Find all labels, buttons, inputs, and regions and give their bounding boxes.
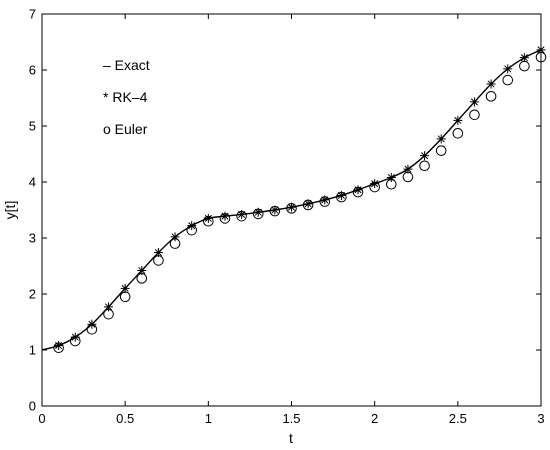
data-point-rk-4 — [270, 205, 280, 215]
data-point-rk-4 — [320, 195, 330, 205]
data-point-euler — [502, 74, 514, 86]
legend-entry: o Euler — [103, 121, 148, 137]
data-point-rk-4 — [120, 283, 130, 293]
data-point-rk-4 — [536, 45, 546, 55]
data-point-euler — [386, 178, 397, 190]
data-point-euler — [203, 215, 214, 227]
data-point-rk-4 — [137, 265, 147, 275]
data-point-euler — [352, 186, 364, 198]
x-axis: 0 0.5 1 1.5 2 2.5 3 — [38, 14, 545, 426]
x-tick-label: 2 — [371, 411, 378, 426]
data-point-euler — [469, 109, 480, 121]
data-point-euler — [186, 224, 197, 236]
data-point-euler — [119, 291, 131, 303]
x-axis-label: t — [289, 430, 293, 446]
data-point-rk-4 — [353, 185, 363, 195]
data-point-euler — [252, 208, 264, 220]
x-tick-label: 0.5 — [116, 411, 134, 426]
data-point-euler — [286, 203, 297, 214]
data-point-euler — [485, 91, 497, 102]
y-tick-label: 0 — [29, 399, 36, 414]
legend-entry: – Exact — [103, 57, 150, 73]
data-point-euler — [535, 51, 547, 63]
data-point-rk-4 — [253, 207, 263, 217]
data-point-rk-4 — [519, 53, 529, 63]
data-point-euler — [169, 238, 181, 249]
data-point-rk-4 — [104, 302, 114, 312]
series-layer — [41, 45, 547, 354]
data-point-rk-4 — [220, 211, 230, 221]
data-point-rk-4 — [336, 190, 346, 200]
y-axis-label: y[t] — [2, 201, 18, 220]
data-point-rk-4 — [486, 79, 496, 89]
data-point-euler — [269, 205, 281, 217]
legend: – Exact * RK–4 o Euler — [103, 57, 150, 137]
y-tick-label: 6 — [29, 63, 36, 78]
data-point-rk-4 — [436, 134, 446, 144]
x-tick-label: 0 — [38, 411, 45, 426]
y-tick-label: 1 — [29, 343, 36, 358]
legend-entry: * RK–4 — [103, 89, 148, 105]
y-tick-label: 2 — [29, 287, 36, 302]
data-point-euler — [219, 213, 231, 224]
data-point-euler — [336, 191, 347, 203]
data-point-euler — [236, 210, 247, 222]
data-point-euler — [53, 342, 64, 354]
x-tick-label: 1 — [205, 411, 212, 426]
data-point-rk-4 — [386, 173, 396, 183]
data-point-rk-4 — [453, 115, 463, 125]
x-tick-label: 2.5 — [449, 411, 467, 426]
data-point-euler — [136, 273, 148, 284]
data-point-rk-4 — [70, 332, 80, 342]
data-point-rk-4 — [303, 199, 313, 209]
x-tick-label: 3 — [537, 411, 544, 426]
y-tick-label: 4 — [29, 175, 36, 190]
data-point-rk-4 — [503, 64, 513, 74]
y-axis: 0 1 2 3 4 5 6 7 — [29, 7, 541, 414]
data-point-euler — [419, 160, 430, 172]
data-point-euler — [519, 60, 530, 72]
data-point-euler — [86, 323, 98, 335]
data-point-euler — [319, 196, 331, 207]
data-point-euler — [69, 335, 81, 347]
data-point-rk-4 — [287, 202, 296, 212]
y-tick-label: 3 — [29, 231, 36, 246]
data-point-rk-4 — [153, 248, 163, 258]
data-point-rk-4 — [170, 232, 180, 242]
y-tick-label: 7 — [29, 7, 36, 22]
data-point-rk-4 — [469, 97, 479, 107]
data-point-euler — [103, 308, 114, 320]
data-point-euler — [452, 127, 464, 139]
data-point-rk-4 — [403, 164, 413, 174]
data-point-rk-4 — [203, 213, 213, 223]
data-point-euler — [402, 171, 414, 183]
data-point-euler — [153, 255, 164, 266]
data-point-euler — [435, 145, 447, 156]
y-tick-label: 5 — [29, 119, 36, 134]
data-point-euler — [369, 181, 380, 193]
data-point-rk-4 — [420, 151, 430, 161]
data-point-rk-4 — [370, 179, 380, 189]
data-point-rk-4 — [237, 209, 247, 219]
x-tick-label: 1.5 — [282, 411, 300, 426]
data-point-rk-4 — [54, 341, 64, 351]
data-point-euler — [302, 199, 314, 211]
